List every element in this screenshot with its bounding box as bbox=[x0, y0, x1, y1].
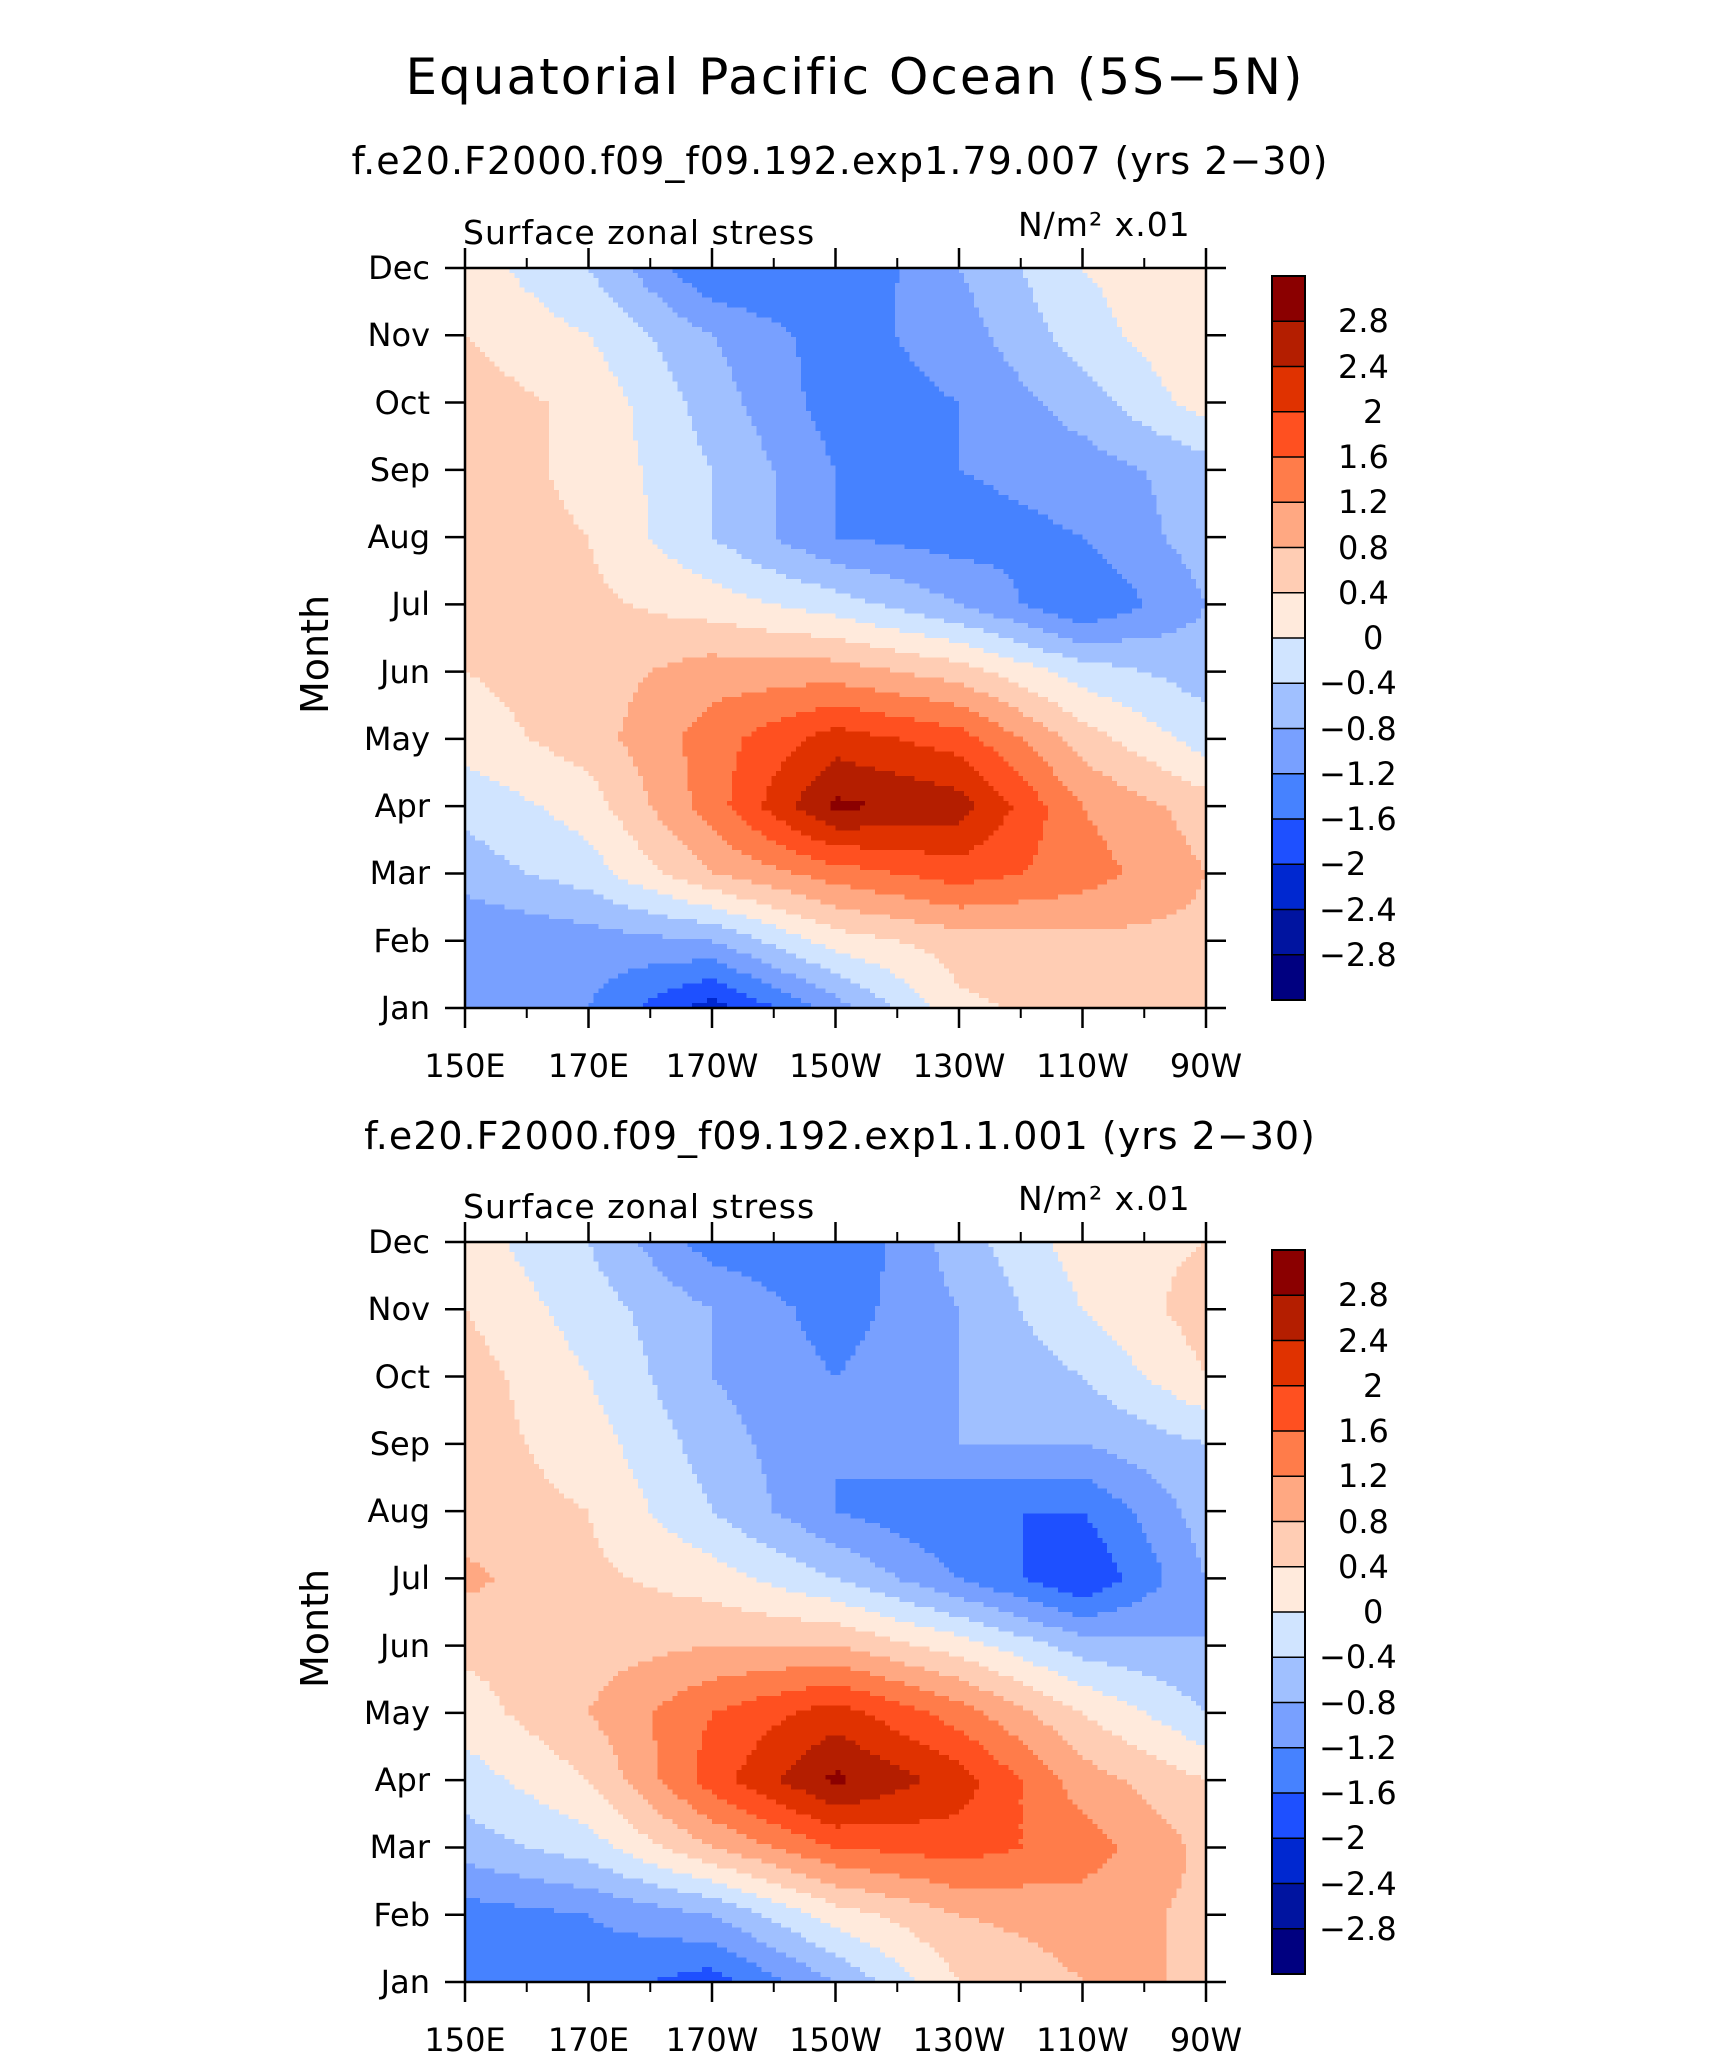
colorbar-swatch bbox=[1272, 548, 1305, 594]
colorbar-swatch bbox=[1272, 1793, 1305, 1839]
colorbar-swatch bbox=[1272, 367, 1305, 413]
panel-2-contour-field bbox=[465, 1242, 1207, 1983]
colorbar-swatch bbox=[1272, 819, 1305, 865]
colorbar-swatch bbox=[1272, 1295, 1305, 1341]
colorbar-swatch bbox=[1272, 1250, 1305, 1296]
colorbar-swatch bbox=[1272, 1476, 1305, 1522]
colorbar-swatch bbox=[1272, 1431, 1305, 1477]
colorbar-swatch bbox=[1272, 1341, 1305, 1387]
colorbar-swatch bbox=[1272, 955, 1305, 1001]
colorbar-swatch bbox=[1272, 638, 1305, 684]
colorbar-swatch bbox=[1272, 864, 1305, 910]
colorbar-swatch bbox=[1272, 1386, 1305, 1432]
colorbar-swatch bbox=[1272, 276, 1305, 322]
colorbar-swatch bbox=[1272, 1838, 1305, 1884]
colorbar-swatch bbox=[1272, 457, 1305, 503]
colorbar-swatch bbox=[1272, 1657, 1305, 1703]
colorbar-swatch bbox=[1272, 1612, 1305, 1658]
colorbar-swatch bbox=[1272, 729, 1305, 775]
colorbar-swatch bbox=[1272, 910, 1305, 956]
panel-2-colorbar bbox=[1272, 1250, 1305, 1975]
panel-1-contour-field bbox=[465, 268, 1207, 1009]
colorbar-swatch bbox=[1272, 1703, 1305, 1749]
colorbar-swatch bbox=[1272, 774, 1305, 820]
colorbar-swatch bbox=[1272, 502, 1305, 548]
panel-1-colorbar bbox=[1272, 276, 1305, 1001]
colorbar-swatch bbox=[1272, 683, 1305, 729]
colorbar-swatch bbox=[1272, 412, 1305, 458]
colorbar-swatch bbox=[1272, 1884, 1305, 1930]
colorbar-swatch bbox=[1272, 1567, 1305, 1613]
colorbar-swatch bbox=[1272, 1748, 1305, 1794]
colorbar-swatch bbox=[1272, 321, 1305, 367]
colorbar-swatch bbox=[1272, 1929, 1305, 1975]
colorbar-swatch bbox=[1272, 1522, 1305, 1568]
colorbar-swatch bbox=[1272, 593, 1305, 639]
